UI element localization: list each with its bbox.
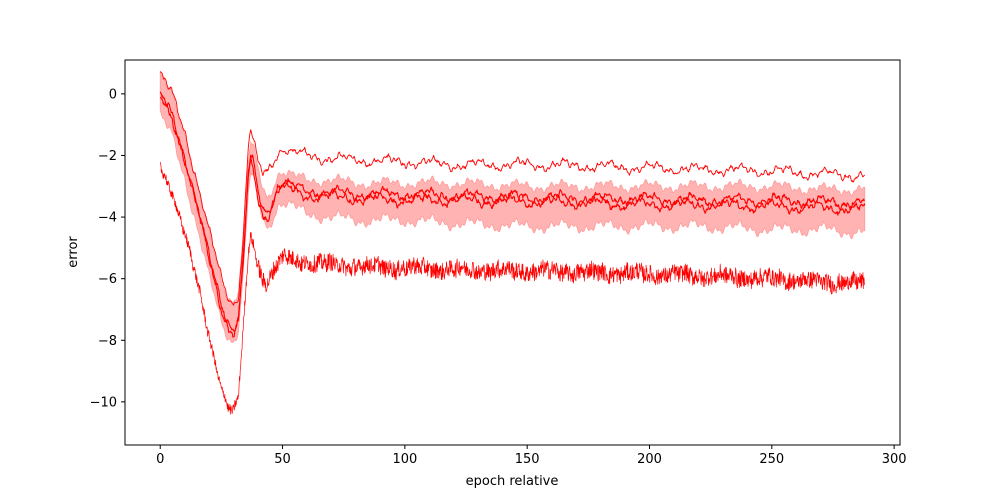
x-tick-label: 250	[759, 452, 784, 467]
x-tick-label: 200	[637, 452, 662, 467]
series-line-4	[159, 161, 865, 415]
x-axis: 0 50 100 150 200 250 300	[156, 445, 907, 467]
x-tick-label: 0	[156, 452, 164, 467]
series-line-3	[159, 96, 866, 338]
y-tick-label: −8	[98, 334, 117, 349]
series-line-1	[159, 71, 866, 306]
y-axis: 0 −2 −4 −6 −8 −10	[90, 87, 125, 410]
x-axis-label: epoch relative	[466, 474, 559, 489]
y-tick-label: −2	[98, 149, 117, 164]
y-tick-label: −6	[98, 272, 117, 287]
axes-box	[124, 59, 901, 446]
x-tick-label: 100	[392, 452, 417, 467]
plot-area	[159, 70, 866, 415]
series-line-2	[159, 91, 865, 332]
x-tick-label: 50	[274, 452, 291, 467]
y-tick-label: −4	[98, 211, 117, 226]
confidence-band	[159, 70, 866, 343]
y-tick-label: 0	[109, 87, 117, 102]
x-tick-label: 300	[882, 452, 907, 467]
y-axis-label: error	[66, 236, 81, 268]
axes-frame	[124, 59, 901, 446]
y-tick-label: −10	[90, 395, 117, 410]
x-tick-label: 150	[515, 452, 540, 467]
